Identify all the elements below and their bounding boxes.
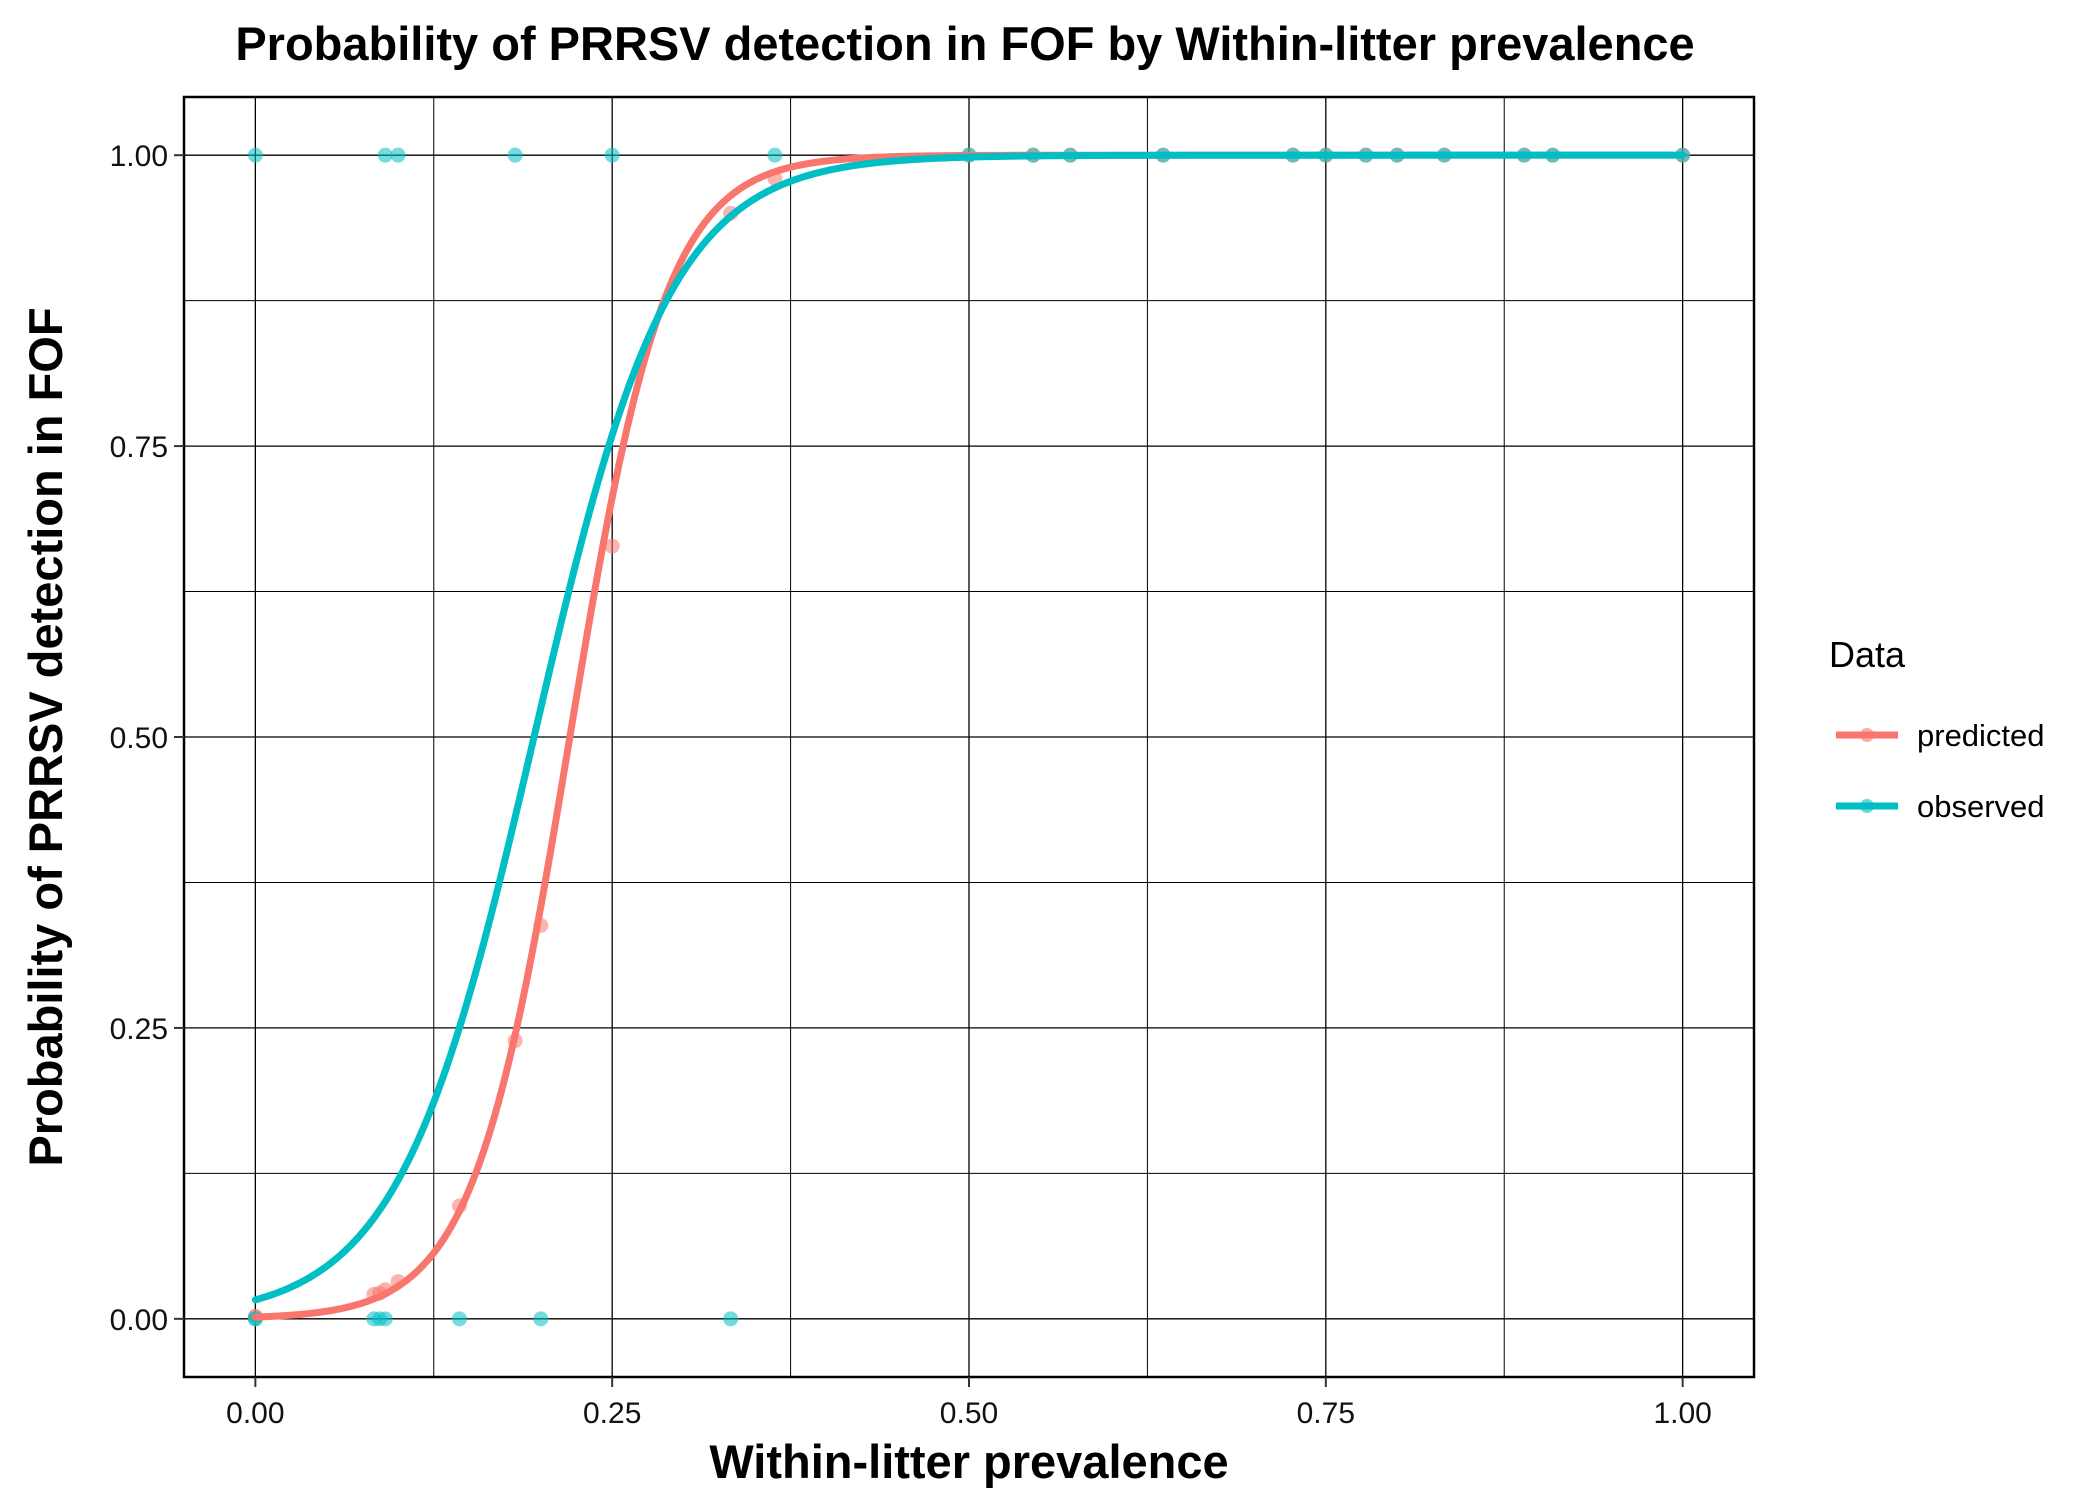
observed-point [723, 1311, 739, 1327]
legend-key-observed-dot [1860, 799, 1874, 813]
y-tick-label: 0.75 [110, 431, 168, 464]
x-tick-label: 0.75 [1297, 1397, 1355, 1430]
observed-point [390, 147, 406, 163]
observed-point [451, 1311, 467, 1327]
y-tick-label: 1.00 [110, 140, 168, 173]
y-tick-label: 0.25 [110, 1013, 168, 1046]
observed-point [377, 147, 393, 163]
observed-point [247, 147, 263, 163]
x-axis: 0.00 0.25 0.50 0.75 1.00 [226, 1377, 1712, 1430]
grid-lines [184, 97, 1754, 1377]
x-tick-label: 0.00 [226, 1397, 284, 1430]
y-tick-label: 0.50 [110, 722, 168, 755]
legend: Data predicted observed [1829, 634, 2045, 824]
observed-point [604, 147, 620, 163]
legend-key-predicted-dot [1860, 728, 1874, 742]
legend-title: Data [1829, 634, 1906, 675]
legend-item-observed: observed [1836, 789, 2045, 824]
x-tick-label: 1.00 [1653, 1397, 1711, 1430]
x-tick-label: 0.25 [583, 1397, 641, 1430]
x-tick-label: 0.50 [940, 1397, 998, 1430]
legend-item-predicted: predicted [1836, 718, 2045, 753]
observed-point [533, 1311, 549, 1327]
legend-label-observed: observed [1917, 789, 2045, 824]
predicted-point [604, 538, 620, 554]
y-axis: 0.00 0.25 0.50 0.75 1.00 [110, 140, 184, 1337]
y-tick-label: 0.00 [110, 1304, 168, 1337]
x-axis-title: Within-litter prevalence [709, 1435, 1228, 1488]
y-axis-title: Probability of PRRSV detection in FOF [19, 307, 72, 1166]
observed-point [507, 147, 523, 163]
observed-point [767, 147, 783, 163]
chart-title: Probability of PRRSV detection in FOF by… [235, 17, 1694, 70]
observed-curve [251, 151, 1687, 1304]
observed-point [377, 1311, 393, 1327]
legend-label-predicted: predicted [1917, 718, 2045, 753]
